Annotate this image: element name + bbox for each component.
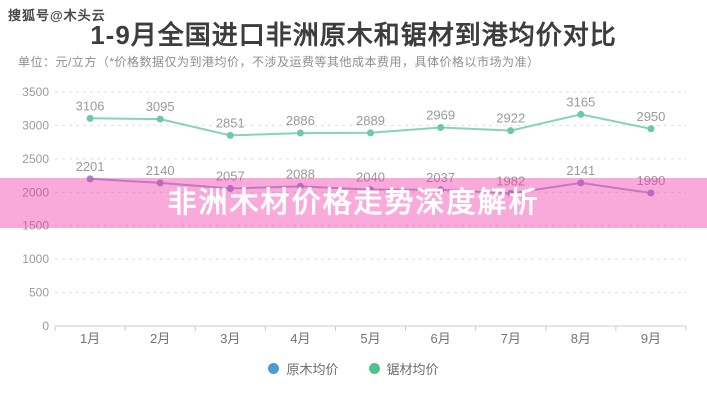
data-label: 2889 [356,113,385,128]
data-label: 2969 [426,108,455,123]
y-axis-label: 1500 [22,219,49,233]
data-point [577,110,585,118]
y-axis-label: 500 [29,286,49,300]
data-point [437,186,445,194]
data-point [647,125,655,133]
y-axis-label: 2000 [22,185,49,199]
chart-subtitle: 单位：元/立方（*价格数据仅为到港均价，不涉及运费等其他成本费用，具体价格以市场… [18,55,540,69]
y-axis-label: 3000 [22,118,49,132]
data-point [226,184,234,192]
data-label: 2141 [566,163,595,178]
chart-legend: 原木均价 锯材均价 [0,359,707,378]
data-label: 2886 [286,113,315,128]
data-label: 2140 [146,163,175,178]
legend-dot-icon [368,363,380,374]
x-axis-label: 6月 [430,331,450,346]
sohu-watermark: 搜狐号@木头云 [8,8,106,23]
data-label: 2088 [286,166,315,181]
legend-dot-icon [268,363,280,374]
data-point [296,182,304,190]
data-label: 1982 [496,173,525,188]
series-锯材均价: 3106 3095 2851 2886 2889 2969 2922 3165 2950 [76,94,665,139]
data-label: 2851 [216,115,245,130]
data-point [577,179,585,187]
y-axis-label: 2500 [22,152,49,166]
x-axis-label: 8月 [571,331,591,346]
data-label: 1990 [636,173,665,188]
x-axis-label: 1月 [80,331,100,346]
x-axis-label: 7月 [501,331,521,346]
promo-banner-overlay: 非洲木材价格走势深度解析 [0,178,707,228]
chart-title: 1-9月全国进口非洲原木和锯材到港均价对比 [90,20,617,50]
data-label: 3106 [76,98,105,113]
x-axis-label: 2月 [150,331,170,346]
data-label: 2057 [216,168,245,183]
data-label: 2922 [496,111,525,126]
data-point [437,124,445,132]
data-label: 2201 [76,159,105,174]
data-label: 3165 [566,94,595,109]
legend-label: 原木均价 [286,362,339,377]
data-point [367,186,374,194]
data-label: 2040 [356,170,385,185]
x-axis-label: 4月 [290,331,310,346]
data-point [86,114,94,122]
y-axis-label: 1000 [22,252,49,266]
data-point [86,175,94,183]
x-axis-label: 5月 [360,331,380,346]
legend-item-锯材均价: 锯材均价 [368,359,439,378]
data-label: 2037 [426,170,455,185]
data-point [367,129,374,137]
data-label: 2950 [636,109,665,124]
promo-banner-text: 非洲木材价格走势深度解析 [167,187,540,219]
legend-label: 锯材均价 [386,362,439,377]
legend-item-原木均价: 原木均价 [268,359,339,378]
data-point [507,189,515,197]
data-label: 3095 [146,99,175,114]
data-point [226,131,234,139]
y-axis-label: 3500 [22,85,49,99]
series-原木均价: 2201 2140 2057 2088 2040 2037 1982 2141 1990 [76,159,665,197]
data-point [647,189,655,197]
data-point [296,129,304,137]
x-axis-label: 9月 [641,331,661,346]
x-axis-label: 3月 [220,331,240,346]
y-axis-label: 0 [42,319,49,333]
data-point [156,115,164,123]
data-point [507,127,515,135]
data-point [156,179,164,187]
